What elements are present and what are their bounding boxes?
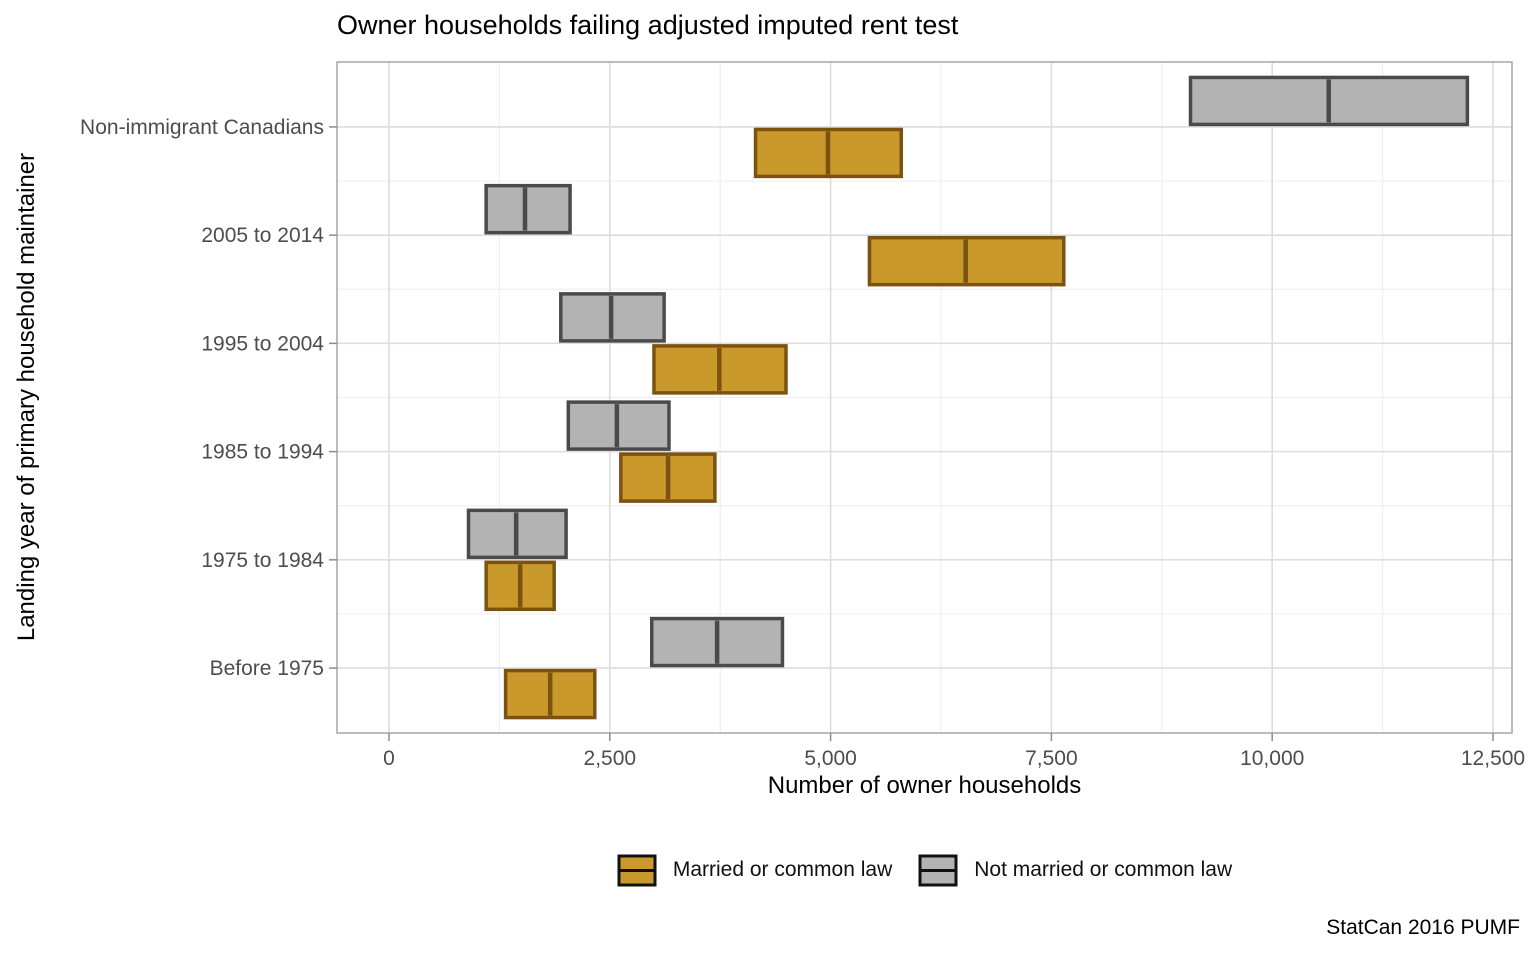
y-axis-title: Landing year of primary household mainta… xyxy=(13,152,40,642)
legend-label-not-married: Not married or common law xyxy=(974,858,1233,881)
x-tick-label: 7,500 xyxy=(1025,747,1078,770)
y-tick-label: 1985 to 1994 xyxy=(201,441,324,464)
x-tick-label: 12,500 xyxy=(1461,747,1525,770)
legend: Married or common law Not married or com… xyxy=(337,846,1512,894)
chart-title: Owner households failing adjusted impute… xyxy=(337,10,959,40)
plot-panel: 0 2,500 5,000 7,500 10,000 12,500 Non-immigran… xyxy=(80,61,1525,770)
x-tick-label: 10,000 xyxy=(1240,747,1304,770)
caption: StatCan 2016 PUMF xyxy=(1326,916,1520,939)
legend-key-not-married-icon xyxy=(918,854,958,887)
legend-key-swatch xyxy=(617,854,657,886)
crossbar-bar-s1-row1 xyxy=(484,183,572,235)
x-tick-label: 5,000 xyxy=(804,747,857,770)
legend-label-married: Married or common law xyxy=(672,858,893,881)
y-tick-label: 2005 to 2014 xyxy=(201,224,324,247)
legend-key-married-icon xyxy=(617,854,657,887)
x-tick-label: 0 xyxy=(383,747,395,770)
x-tick-label: 2,500 xyxy=(584,747,637,770)
y-tick-label: 1995 to 2004 xyxy=(201,332,324,355)
legend-item-married: Married or common law xyxy=(617,854,892,887)
panel-border xyxy=(336,61,1513,734)
y-tick-label: Before 1975 xyxy=(210,657,324,680)
x-axis-title: Number of owner households xyxy=(767,772,1082,799)
legend-key-swatch xyxy=(918,854,958,886)
legend-item-not-married: Not married or common law xyxy=(918,854,1232,887)
y-tick-label: Non-immigrant Canadians xyxy=(80,116,324,139)
y-tick-label: 1975 to 1984 xyxy=(201,549,324,572)
